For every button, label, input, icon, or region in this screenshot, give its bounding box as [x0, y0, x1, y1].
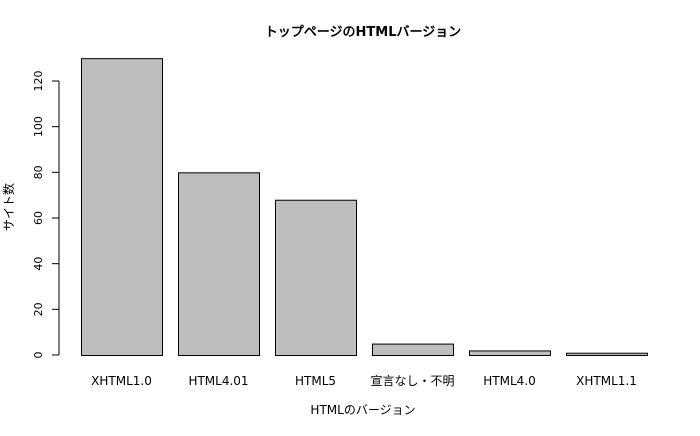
y-tick-label: 100 [32, 116, 45, 137]
x-tick-label: HTML4.01 [188, 374, 248, 388]
x-tick-label: XHTML1.1 [576, 374, 637, 388]
y-tick-label: 20 [32, 302, 45, 316]
y-axis: 0 20 40 60 80 100 120 [32, 71, 60, 359]
y-tick-label: 60 [32, 211, 45, 225]
x-tick-label: HTML5 [295, 374, 336, 388]
x-axis-label: HTMLのバージョン [310, 403, 415, 417]
bar [81, 58, 163, 357]
bar [275, 199, 357, 356]
bar [178, 172, 260, 356]
x-tick-label: XHTML1.0 [91, 374, 152, 388]
y-tick-label: 120 [32, 71, 45, 92]
bar [469, 350, 551, 356]
bar [372, 343, 454, 357]
x-tick-label: HTML4.0 [483, 374, 535, 388]
y-tick-label: 40 [32, 257, 45, 271]
x-tick-label: 宣言なし・不明 [370, 373, 454, 388]
x-category-labels: XHTML1.0 HTML4.01 HTML5 宣言なし・不明 HTML4.0 XHTML… [91, 373, 637, 388]
bars-group [81, 58, 648, 357]
bar [566, 352, 648, 357]
y-axis-label: サイト数 [1, 183, 16, 231]
chart-title: トップページのHTMLバージョン [265, 25, 461, 40]
y-tick-label: 0 [32, 352, 45, 359]
y-tick-label: 80 [32, 165, 45, 179]
